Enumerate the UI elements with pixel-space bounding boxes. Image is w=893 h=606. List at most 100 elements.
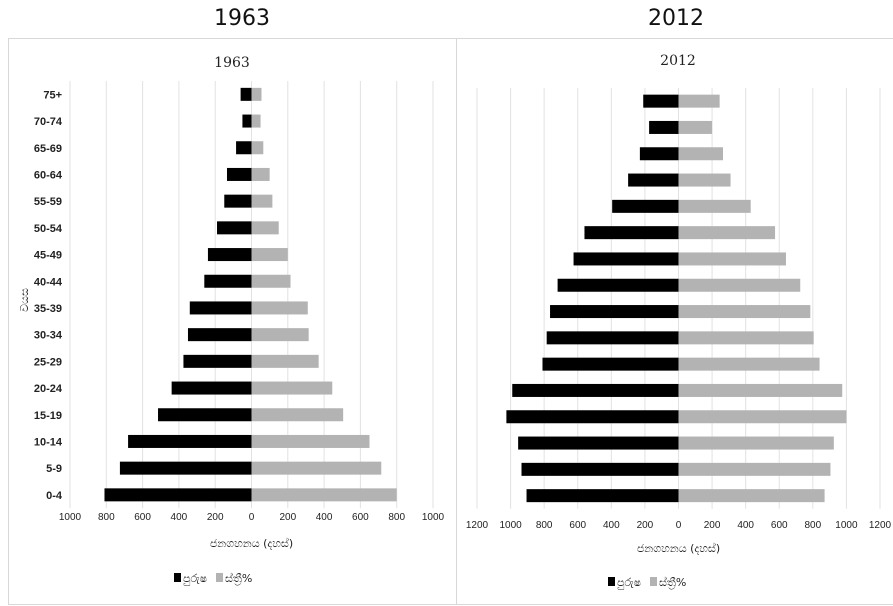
x-tick-label: 400: [737, 520, 754, 531]
bar-male-5-9: [521, 462, 679, 476]
bar-female-5-9: [251, 461, 382, 475]
bar-female-40-44: [251, 274, 291, 288]
age-tick-label: 55-59: [34, 196, 62, 208]
bar-female-30-34: [251, 328, 309, 342]
x-tick-label: 0: [249, 512, 255, 523]
bar-male-60-64: [226, 167, 252, 181]
bar-male-30-34: [187, 328, 252, 342]
bar-male-15-19: [158, 408, 252, 422]
bar-female-50-54: [678, 226, 776, 240]
bar-female-40-44: [678, 278, 801, 292]
bar-male-30-34: [546, 331, 679, 345]
bar-male-75+: [240, 87, 252, 101]
bar-female-0-4: [678, 489, 825, 503]
age-tick-label: 45-49: [34, 250, 62, 262]
x-tick-label: 400: [603, 520, 620, 531]
pyramid-chart-1963: 1963 1000 800 600 400 200 0 200 400 600 800 1000 0-4…: [8, 38, 457, 605]
legend-label-male: පුරුෂ: [183, 572, 207, 585]
bar-male-50-54: [584, 226, 679, 240]
x-tick-label: 200: [637, 520, 654, 531]
x-tick-label: 400: [171, 512, 188, 523]
bar-female-15-19: [251, 408, 344, 422]
bar-female-20-24: [678, 383, 843, 397]
legend-swatch-female: [216, 573, 223, 582]
bar-male-10-14: [128, 434, 252, 448]
x-tick-label: 200: [279, 512, 296, 523]
bar-female-0-4: [251, 488, 397, 502]
bar-male-40-44: [557, 278, 679, 292]
bar-male-35-39: [550, 305, 679, 319]
bar-female-15-19: [678, 410, 847, 424]
x-axis-label: ජනගහනය (දහස්): [210, 536, 293, 550]
bar-male-70-74: [242, 114, 252, 128]
bar-female-75+: [678, 94, 720, 108]
bar-female-60-64: [251, 167, 270, 181]
age-tick-label: 15-19: [34, 410, 62, 422]
bar-male-55-59: [224, 194, 252, 208]
bar-female-35-39: [678, 305, 811, 319]
bar-male-20-24: [171, 381, 252, 395]
bar-male-15-19: [506, 410, 679, 424]
age-tick-label: 70-74: [34, 116, 63, 128]
legend-swatch-male: [608, 577, 615, 586]
bar-male-45-49: [207, 248, 252, 262]
age-tick-label: 50-54: [34, 223, 63, 235]
bar-male-25-29: [183, 354, 252, 368]
bar-male-55-59: [612, 199, 679, 213]
bar-female-25-29: [678, 357, 820, 371]
x-tick-label: 0: [676, 520, 682, 531]
bar-male-0-4: [526, 489, 679, 503]
bar-male-25-29: [542, 357, 679, 371]
bar-male-0-4: [104, 488, 252, 502]
x-tick-label: 600: [352, 512, 369, 523]
legend-swatch-female: [650, 577, 657, 586]
chart-title: 2012: [660, 53, 696, 69]
x-tick-label: 200: [207, 512, 224, 523]
bar-female-10-14: [251, 434, 370, 448]
age-tick-label: 35-39: [34, 303, 62, 315]
bar-male-60-64: [628, 173, 679, 187]
bar-female-30-34: [678, 331, 814, 345]
x-tick-label: 1200: [466, 520, 489, 531]
bar-female-60-64: [678, 173, 731, 187]
legend-label-female: ස්ත්‍රී%: [225, 571, 252, 585]
age-tick-label: 30-34: [34, 330, 63, 342]
x-tick-label: 600: [134, 512, 151, 523]
bar-female-10-14: [678, 436, 834, 450]
bar-female-25-29: [251, 354, 319, 368]
bar-male-65-69: [639, 147, 679, 161]
caption-2012: 2012: [648, 6, 704, 31]
age-tick-label: 0-4: [46, 490, 63, 502]
chart-frame: [456, 38, 893, 605]
x-tick-label: 200: [704, 520, 721, 531]
bar-female-65-69: [678, 147, 723, 161]
pyramid-chart-2012: 2012 1200 1000 800 600 400 200 0 200 400 600 800 100…: [456, 38, 893, 605]
x-tick-label: 600: [771, 520, 788, 531]
x-tick-label: 1200: [869, 520, 892, 531]
x-tick-label: 600: [569, 520, 586, 531]
x-tick-label: 1000: [499, 520, 522, 531]
bar-female-55-59: [678, 199, 751, 213]
age-tick-label: 75+: [43, 89, 62, 101]
x-tick-label: 800: [388, 512, 405, 523]
bar-female-45-49: [678, 252, 786, 266]
bar-male-20-24: [512, 383, 679, 397]
bar-male-40-44: [204, 274, 252, 288]
x-tick-label: 1000: [835, 520, 858, 531]
chart-title: 1963: [214, 55, 250, 71]
bar-female-55-59: [251, 194, 273, 208]
x-tick-label: 800: [98, 512, 115, 523]
bar-male-50-54: [217, 221, 252, 235]
x-axis-label: ජනගහනය (දහස්): [637, 541, 720, 555]
bar-female-45-49: [251, 248, 288, 262]
age-tick-label: 40-44: [34, 276, 63, 288]
bar-male-70-74: [649, 120, 679, 134]
legend-label-female: ස්ත්‍රී%: [659, 575, 686, 589]
bar-male-75+: [643, 94, 679, 108]
caption-1963: 1963: [214, 6, 270, 31]
age-tick-label: 60-64: [34, 169, 63, 181]
legend-swatch-male: [174, 573, 181, 582]
x-tick-label: 1000: [59, 512, 82, 523]
bar-female-70-74: [678, 120, 713, 134]
